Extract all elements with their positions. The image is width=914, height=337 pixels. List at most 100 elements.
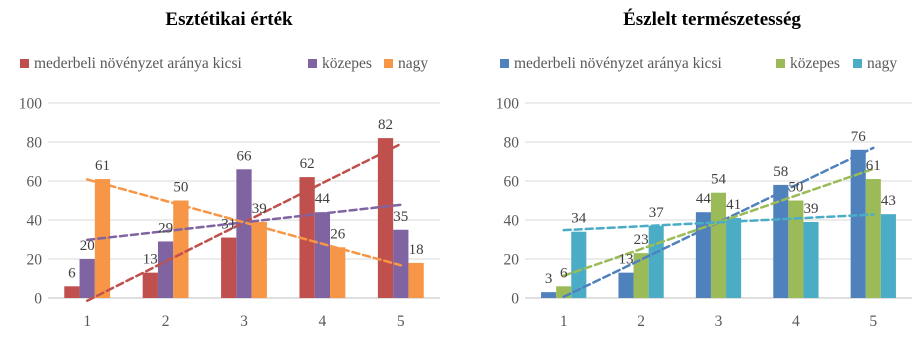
- legend-item: nagy: [384, 55, 428, 72]
- bar: [726, 218, 742, 298]
- chart-title: Esztétikai érték: [165, 9, 293, 30]
- legend-item: nagy: [853, 55, 897, 72]
- y-tick-label: 20: [504, 252, 520, 269]
- legend-item: közepes: [776, 55, 840, 72]
- x-tick-label: 4: [319, 313, 327, 330]
- data-label: 44: [696, 191, 712, 207]
- bar: [571, 231, 587, 298]
- data-label: 6: [68, 265, 76, 281]
- data-label: 66: [237, 148, 253, 164]
- legend-label: közepes: [322, 55, 372, 72]
- data-label: 29: [158, 220, 173, 236]
- legend-swatch: [308, 59, 317, 68]
- bar: [299, 177, 315, 298]
- trendline: [562, 213, 875, 232]
- data-label: 54: [711, 172, 727, 188]
- bar: [556, 286, 572, 298]
- y-tick-label: 100: [19, 96, 43, 113]
- data-label: 23: [634, 232, 649, 248]
- bar: [648, 225, 664, 298]
- data-label: 26: [330, 226, 346, 242]
- bar: [803, 221, 819, 298]
- chart-2: Észlelt természetesség mederbeli növényze…: [496, 8, 912, 330]
- data-label: 6: [560, 265, 568, 281]
- y-tick-label: 80: [27, 135, 43, 152]
- bar: [633, 253, 649, 298]
- data-label: 18: [409, 242, 424, 258]
- y-tick-label: 40: [504, 213, 520, 230]
- x-tick-label: 1: [560, 313, 568, 330]
- legend-swatch: [853, 59, 862, 68]
- bar: [618, 272, 634, 298]
- data-label: 44: [315, 191, 331, 207]
- data-label: 43: [881, 193, 896, 209]
- y-tick-label: 0: [511, 291, 519, 308]
- y-tick-label: 40: [27, 213, 43, 230]
- x-tick-label: 2: [162, 313, 170, 330]
- x-tick-label: 5: [397, 313, 405, 330]
- trendline: [85, 178, 403, 267]
- trendline: [85, 203, 403, 242]
- data-label: 37: [649, 205, 665, 221]
- data-label: 20: [80, 238, 95, 254]
- legend-label: közepes: [790, 55, 840, 72]
- bar: [157, 241, 174, 298]
- bar: [880, 214, 896, 298]
- bar: [251, 221, 267, 298]
- bar: [221, 237, 237, 298]
- legend-item: mederbeli növényzet aránya kicsi: [500, 55, 723, 72]
- legend-item: mederbeli növényzet aránya kicsi: [20, 55, 243, 72]
- legend-swatch: [776, 59, 785, 68]
- x-tick-label: 3: [240, 313, 248, 330]
- legend-swatch: [20, 59, 29, 68]
- data-label: 39: [803, 201, 818, 217]
- legend-item: közepes: [308, 55, 372, 72]
- bar: [788, 200, 804, 298]
- x-tick-label: 4: [792, 313, 800, 330]
- bar: [142, 272, 158, 298]
- legend-label: nagy: [867, 55, 897, 72]
- legend-label: mederbeli növényzet aránya kicsi: [34, 55, 243, 72]
- data-label: 61: [866, 158, 881, 174]
- data-label: 50: [173, 180, 188, 196]
- data-label: 50: [788, 180, 803, 196]
- data-label: 3: [545, 271, 553, 287]
- bar: [695, 212, 711, 298]
- y-tick-label: 60: [27, 174, 43, 191]
- x-tick-label: 5: [869, 313, 877, 330]
- y-tick-label: 20: [27, 252, 43, 269]
- data-label: 82: [378, 117, 393, 133]
- legend-label: mederbeli növényzet aránya kicsi: [514, 55, 723, 72]
- data-label: 41: [726, 197, 741, 213]
- legend-swatch: [500, 59, 509, 68]
- legend-swatch: [384, 59, 393, 68]
- data-label: 76: [851, 129, 867, 145]
- data-label: 62: [300, 156, 315, 172]
- data-label: 61: [95, 158, 110, 174]
- legend-label: nagy: [398, 55, 428, 72]
- bar: [710, 192, 727, 298]
- bar: [393, 229, 409, 298]
- data-label: 35: [393, 209, 408, 225]
- bar: [236, 169, 252, 298]
- data-label: 13: [619, 252, 634, 268]
- bar: [330, 247, 346, 298]
- bar: [377, 138, 394, 298]
- bar: [64, 286, 80, 298]
- data-label: 58: [773, 164, 788, 180]
- y-tick-label: 0: [34, 291, 42, 308]
- bar: [408, 262, 424, 298]
- bar: [541, 292, 557, 298]
- data-label: 13: [143, 252, 158, 268]
- y-tick-label: 100: [496, 96, 520, 113]
- bar: [79, 259, 95, 298]
- bar: [850, 149, 866, 298]
- bar: [314, 212, 331, 298]
- x-tick-label: 3: [715, 313, 723, 330]
- data-label: 34: [571, 211, 587, 227]
- x-tick-label: 1: [83, 313, 91, 330]
- chart-1: Esztétikai érték mederbeli növényzet arán…: [19, 9, 440, 330]
- bar: [773, 184, 789, 298]
